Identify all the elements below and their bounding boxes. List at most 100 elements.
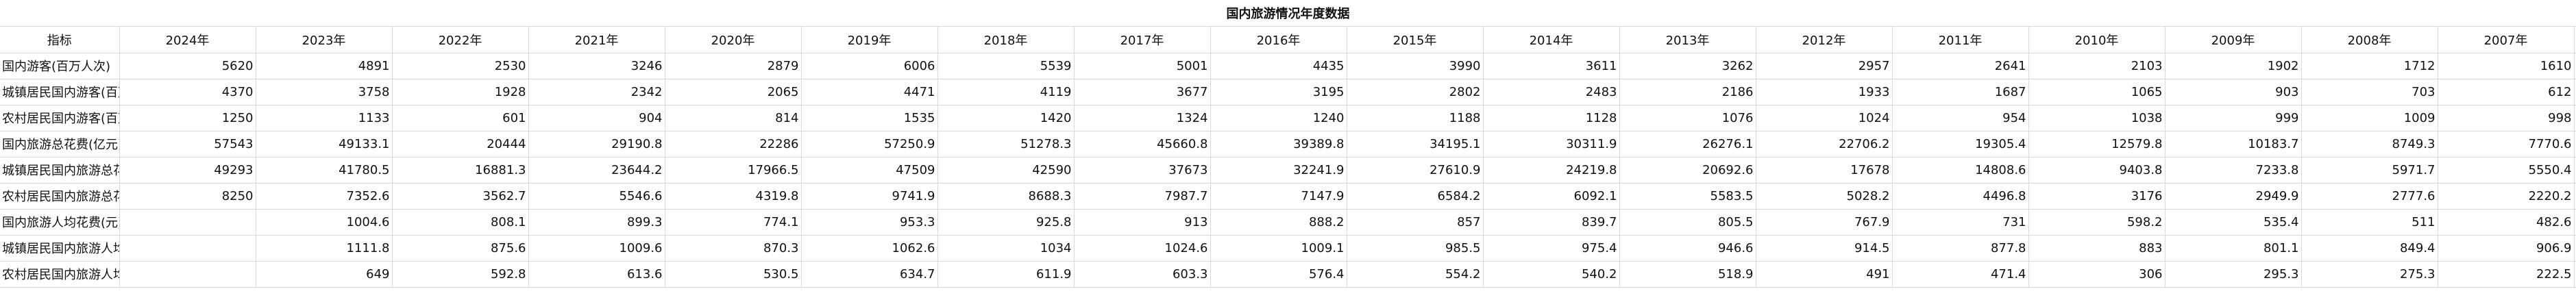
value-cell[interactable]: 7147.9 — [1210, 183, 1347, 210]
value-cell[interactable]: 7987.7 — [1074, 183, 1211, 210]
value-cell[interactable]: 3758 — [256, 79, 393, 105]
value-cell[interactable]: 914.5 — [1756, 235, 1893, 262]
value-cell[interactable]: 4435 — [1210, 53, 1347, 79]
value-cell[interactable]: 2186 — [1619, 79, 1756, 105]
value-cell[interactable]: 883 — [2028, 235, 2166, 262]
value-cell[interactable]: 17966.5 — [665, 157, 802, 184]
year-header-cell[interactable]: 2010年 — [2028, 27, 2166, 53]
value-cell[interactable]: 554.2 — [1347, 261, 1484, 288]
year-header-cell[interactable]: 2013年 — [1619, 27, 1756, 53]
value-cell[interactable]: 2802 — [1347, 79, 1484, 105]
value-cell[interactable]: 999 — [2165, 105, 2302, 131]
value-cell[interactable]: 888.2 — [1210, 209, 1347, 236]
value-cell[interactable]: 26276.1 — [1619, 131, 1756, 158]
value-cell[interactable]: 899.3 — [528, 209, 665, 236]
value-cell[interactable]: 29190.8 — [528, 131, 665, 158]
value-cell[interactable]: 57543 — [119, 131, 256, 158]
value-cell[interactable]: 3195 — [1210, 79, 1347, 105]
year-header-cell[interactable]: 2019年 — [801, 27, 938, 53]
value-cell[interactable]: 5546.6 — [528, 183, 665, 210]
value-cell[interactable]: 19305.4 — [1892, 131, 2029, 158]
value-cell[interactable]: 576.4 — [1210, 261, 1347, 288]
value-cell[interactable]: 953.3 — [801, 209, 938, 236]
value-cell[interactable]: 47509 — [801, 157, 938, 184]
value-cell[interactable]: 295.3 — [2165, 261, 2302, 288]
row-label-cell[interactable]: 城镇居民国内游客(百万人次) — [0, 79, 120, 105]
value-cell[interactable]: 1420 — [937, 105, 1075, 131]
value-cell[interactable]: 954 — [1892, 105, 2029, 131]
value-cell[interactable] — [119, 209, 256, 236]
value-cell[interactable]: 9403.8 — [2028, 157, 2166, 184]
year-header-cell[interactable]: 2008年 — [2301, 27, 2438, 53]
value-cell[interactable]: 913 — [1074, 209, 1211, 236]
value-cell[interactable]: 20692.6 — [1619, 157, 1756, 184]
value-cell[interactable]: 45660.8 — [1074, 131, 1211, 158]
value-cell[interactable]: 998 — [2438, 105, 2575, 131]
value-cell[interactable]: 849.4 — [2301, 235, 2438, 262]
value-cell[interactable]: 904 — [528, 105, 665, 131]
value-cell[interactable]: 9741.9 — [801, 183, 938, 210]
value-cell[interactable]: 4496.8 — [1892, 183, 2029, 210]
value-cell[interactable]: 1133 — [256, 105, 393, 131]
year-header-cell[interactable]: 2012年 — [1756, 27, 1893, 53]
year-header-cell[interactable]: 2017年 — [1074, 27, 1211, 53]
value-cell[interactable]: 1687 — [1892, 79, 2029, 105]
value-cell[interactable]: 222.5 — [2438, 261, 2575, 288]
value-cell[interactable]: 22706.2 — [1756, 131, 1893, 158]
header-label-cell[interactable]: 指标 — [0, 27, 120, 53]
value-cell[interactable]: 57250.9 — [801, 131, 938, 158]
value-cell[interactable]: 1324 — [1074, 105, 1211, 131]
value-cell[interactable]: 6092.1 — [1483, 183, 1620, 210]
value-cell[interactable]: 592.8 — [392, 261, 529, 288]
row-label-cell[interactable]: 城镇居民国内旅游人均花费(元) — [0, 235, 120, 262]
value-cell[interactable]: 1902 — [2165, 53, 2302, 79]
value-cell[interactable]: 7233.8 — [2165, 157, 2302, 184]
value-cell[interactable]: 12579.8 — [2028, 131, 2166, 158]
year-header-cell[interactable]: 2007年 — [2438, 27, 2575, 53]
year-header-cell[interactable]: 2006年 — [2574, 27, 2576, 53]
value-cell[interactable]: 30311.9 — [1483, 131, 1620, 158]
value-cell[interactable]: 3262 — [1619, 53, 1756, 79]
value-cell[interactable]: 925.8 — [937, 209, 1075, 236]
value-cell[interactable]: 4370 — [119, 79, 256, 105]
value-cell[interactable]: 446.9 — [2574, 209, 2576, 236]
value-cell[interactable]: 3611 — [1483, 53, 1620, 79]
value-cell[interactable]: 4471 — [801, 79, 938, 105]
value-cell[interactable]: 1928 — [392, 79, 529, 105]
value-cell[interactable]: 903 — [2165, 79, 2302, 105]
value-cell[interactable]: 1250 — [119, 105, 256, 131]
value-cell[interactable]: 482.6 — [2438, 209, 2575, 236]
value-cell[interactable] — [119, 235, 256, 262]
value-cell[interactable]: 4891 — [256, 53, 393, 79]
year-header-cell[interactable]: 2022年 — [392, 27, 529, 53]
value-cell[interactable]: 2777.6 — [2301, 183, 2438, 210]
value-cell[interactable]: 2220.2 — [2438, 183, 2575, 210]
value-cell[interactable]: 601 — [392, 105, 529, 131]
value-cell[interactable]: 703 — [2301, 79, 2438, 105]
value-cell[interactable]: 1065 — [2028, 79, 2166, 105]
year-header-cell[interactable]: 2009年 — [2165, 27, 2302, 53]
value-cell[interactable]: 818 — [2574, 105, 2576, 131]
row-label-cell[interactable]: 农村居民国内旅游人均花费(元) — [0, 261, 120, 288]
value-cell[interactable]: 598.2 — [2028, 209, 2166, 236]
year-header-cell[interactable]: 2020年 — [665, 27, 802, 53]
value-cell[interactable]: 1712 — [2301, 53, 2438, 79]
value-cell[interactable]: 3677 — [1074, 79, 1211, 105]
value-cell[interactable]: 5971.7 — [2301, 157, 2438, 184]
value-cell[interactable]: 4319.8 — [665, 183, 802, 210]
value-cell[interactable]: 1188 — [1347, 105, 1484, 131]
value-cell[interactable]: 1815 — [2574, 183, 2576, 210]
value-cell[interactable]: 1038 — [2028, 105, 2166, 131]
value-cell[interactable]: 1009 — [2301, 105, 2438, 131]
value-cell[interactable]: 51278.3 — [937, 131, 1075, 158]
year-header-cell[interactable]: 2016年 — [1210, 27, 1347, 53]
value-cell[interactable]: 20444 — [392, 131, 529, 158]
value-cell[interactable]: 41780.5 — [256, 157, 393, 184]
value-cell[interactable]: 875.6 — [392, 235, 529, 262]
value-cell[interactable]: 5539 — [937, 53, 1075, 79]
value-cell[interactable]: 1535 — [801, 105, 938, 131]
value-cell[interactable]: 5583.5 — [1619, 183, 1756, 210]
value-cell[interactable]: 8250 — [119, 183, 256, 210]
year-header-cell[interactable]: 2021年 — [528, 27, 665, 53]
